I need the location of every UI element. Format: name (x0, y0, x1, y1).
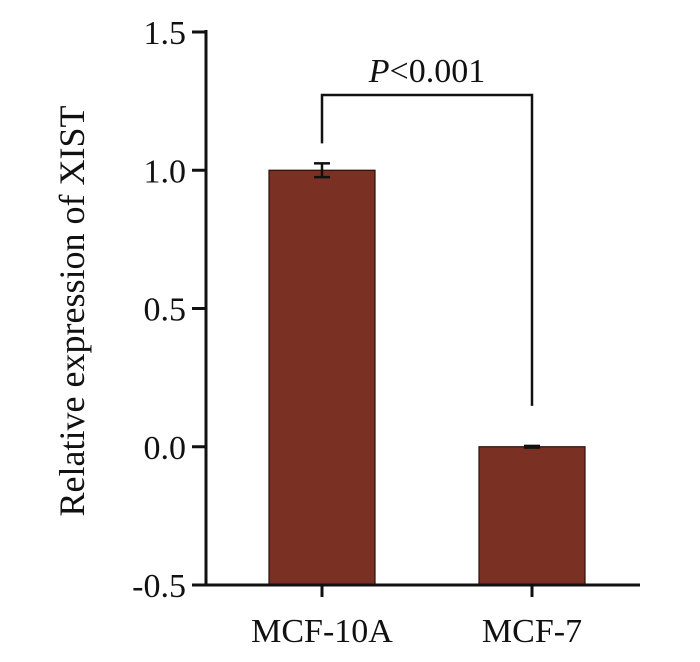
x-tick-label: MCF-10A (251, 613, 393, 650)
bars (268, 162, 586, 586)
x-tick-label: MCF-7 (482, 613, 582, 650)
y-tick-label: -0.5 (132, 568, 186, 605)
y-axis-ticks: -0.5 0.0 0.5 1.0 1.5 (132, 15, 206, 605)
y-axis-label: Relative expression of XIST (52, 106, 92, 517)
y-tick-label: 1.5 (144, 15, 187, 52)
y-tick-label: 0.5 (144, 292, 187, 329)
y-tick-label: 1.0 (144, 153, 187, 190)
significance-annotation: P<0.001 (320, 53, 534, 406)
y-tick-label: 0.0 (144, 430, 187, 467)
p-value-symbol: P (368, 53, 390, 90)
x-axis-tick-labels: MCF-10A MCF-7 (251, 585, 582, 650)
p-value-label: P<0.001 (368, 53, 485, 90)
bar (478, 446, 586, 586)
significance-bracket (320, 93, 534, 406)
p-value-threshold: <0.001 (390, 53, 486, 90)
bar (268, 169, 376, 586)
